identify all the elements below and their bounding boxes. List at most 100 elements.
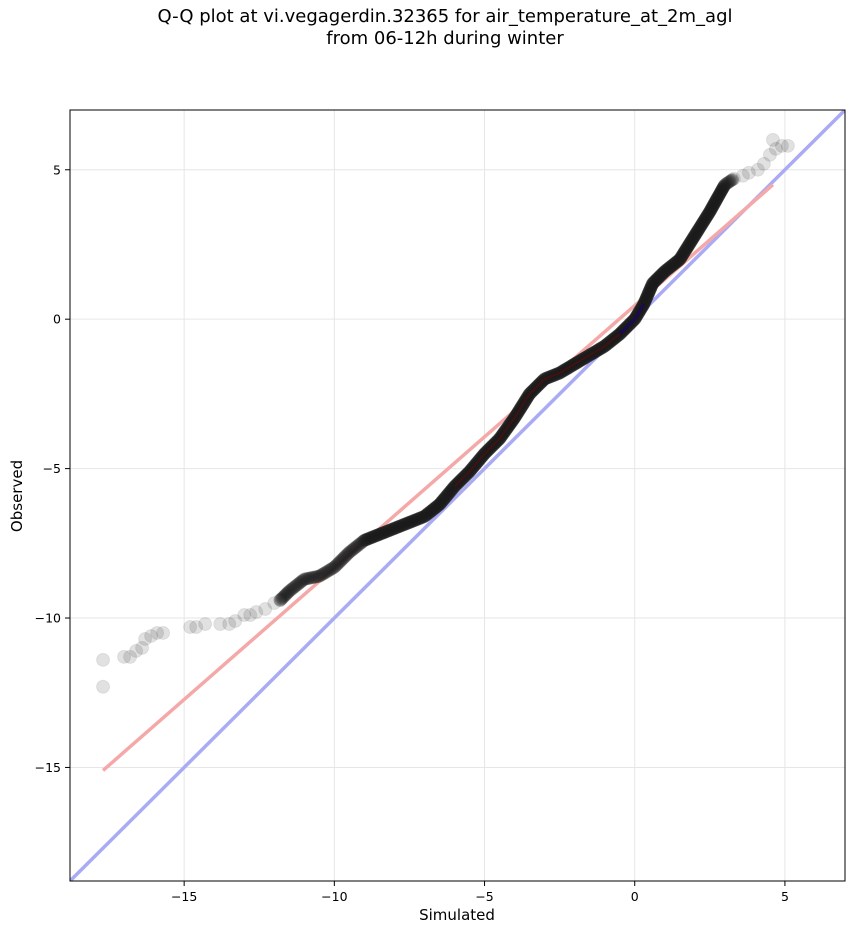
data-point [279, 587, 293, 601]
data-point [213, 617, 228, 631]
data-point [258, 602, 273, 617]
chart-title-line-1: Q-Q plot at vi.vegagerdin.32365 for air_… [157, 6, 733, 27]
data-point [341, 547, 355, 561]
data-point [288, 580, 302, 594]
data-point [129, 643, 144, 658]
data-point [156, 625, 171, 640]
identity-line-overlay [618, 303, 646, 336]
data-point [327, 560, 341, 574]
data-point [726, 173, 740, 187]
data-point [135, 640, 150, 655]
data-point [774, 138, 789, 153]
x-tick-label: 0 [631, 889, 639, 904]
data-point [718, 178, 732, 192]
y-tick-label: −15 [35, 760, 61, 775]
data-point [292, 577, 306, 591]
data-point [289, 579, 303, 593]
y-tick-label: −10 [35, 611, 61, 626]
data-point [335, 553, 349, 567]
data-point [340, 548, 354, 562]
data-point [301, 572, 315, 586]
data-point [189, 619, 204, 634]
data-point [183, 619, 198, 634]
x-axis-ticks: −15 −10 −5 0 5 [171, 881, 789, 904]
data-point [228, 614, 243, 629]
data-point [311, 570, 325, 584]
data-point [323, 563, 337, 577]
data-point [741, 165, 756, 180]
data-point [719, 177, 733, 191]
data-point [724, 173, 738, 187]
data-point [329, 559, 343, 573]
chart-title: Q-Q plot at vi.vegagerdin.32365 for air_… [0, 6, 854, 50]
data-point [276, 591, 290, 605]
data-point [144, 628, 159, 643]
data-point [286, 581, 300, 595]
x-tick-label: −10 [321, 889, 347, 904]
x-tick-label: −5 [475, 889, 493, 904]
data-point [138, 631, 153, 646]
data-point [280, 586, 294, 600]
data-point [331, 556, 345, 570]
data-point [756, 156, 771, 171]
data-point [345, 543, 359, 557]
data-point [312, 569, 326, 583]
data-point [750, 162, 765, 177]
data-point [314, 568, 328, 582]
data-point [96, 679, 111, 694]
data-point [117, 649, 132, 664]
data-point [237, 608, 252, 623]
data-point [222, 617, 237, 631]
y-axis-ticks: −15 −10 −5 0 5 [35, 162, 70, 775]
data-point [726, 171, 741, 186]
data-point [295, 574, 309, 588]
plot-frame [69, 109, 846, 882]
data-point [339, 549, 353, 563]
data-point [768, 141, 783, 156]
data-point [198, 617, 213, 631]
data-point [302, 571, 316, 585]
identity-line [70, 110, 845, 881]
data-point [762, 147, 777, 162]
fit-line-overlay [453, 303, 645, 488]
data-point [299, 572, 313, 586]
y-axis-label: Observed [8, 460, 26, 532]
data-point [297, 572, 311, 586]
data-point [273, 593, 287, 607]
data-point [282, 584, 296, 598]
data-point [780, 138, 795, 153]
data-point [722, 175, 736, 189]
data-point [123, 649, 138, 664]
data-point [290, 578, 304, 592]
data-point [324, 562, 338, 576]
data-point [344, 544, 358, 558]
data-point [765, 132, 780, 147]
data-point [320, 565, 334, 579]
data-point [321, 564, 335, 578]
data-point [296, 573, 310, 587]
y-tick-label: 0 [53, 312, 61, 327]
data-point [346, 542, 360, 556]
data-point [150, 625, 165, 640]
data-point [274, 592, 288, 606]
data-point [307, 570, 321, 584]
data-point [273, 593, 288, 608]
data-point [281, 585, 295, 599]
data-point [285, 582, 299, 596]
data-point [309, 570, 323, 584]
data-point [249, 605, 264, 620]
x-tick-label: 5 [781, 889, 789, 904]
x-axis-label: Simulated [419, 906, 495, 924]
data-point [304, 571, 318, 585]
data-point [720, 176, 734, 190]
data-point [306, 571, 320, 585]
data-point [277, 590, 291, 604]
data-point [267, 596, 282, 611]
x-tick-label: −15 [171, 889, 197, 904]
data-point [284, 583, 298, 597]
data-point [332, 555, 346, 569]
data-point [337, 550, 351, 564]
data-point [317, 566, 331, 580]
data-point [334, 554, 348, 568]
